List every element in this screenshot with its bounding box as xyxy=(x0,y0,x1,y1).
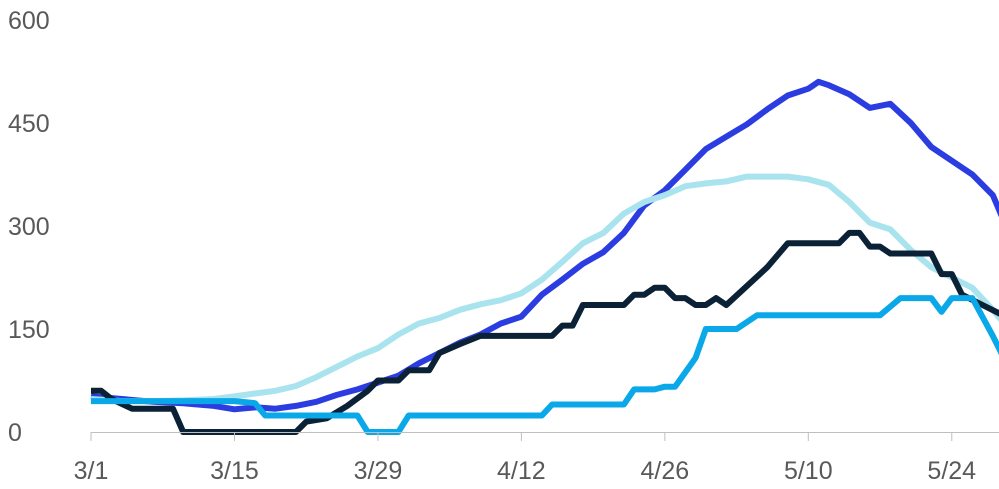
x-tick-label: 4/12 xyxy=(497,457,546,485)
y-tick-labels: 0 150 300 450 600 xyxy=(8,7,50,447)
y-tick-label: 0 xyxy=(8,419,22,447)
x-tick-label: 3/29 xyxy=(354,457,403,485)
x-tick-label: 4/26 xyxy=(641,457,690,485)
series-line-3 xyxy=(91,229,999,435)
y-tick-label: 450 xyxy=(8,110,50,138)
series-line-2 xyxy=(90,173,999,405)
x-tick-labels: 3/1 3/15 3/29 4/12 4/26 5/10 5/24 xyxy=(74,457,977,485)
series-line-4 xyxy=(91,295,999,435)
x-tick-label: 3/1 xyxy=(74,457,109,485)
y-tick-label: 600 xyxy=(8,7,50,35)
series-lines xyxy=(90,78,999,435)
series-line-1 xyxy=(90,78,999,413)
x-tick-label: 5/10 xyxy=(784,457,833,485)
y-tick-label: 300 xyxy=(8,213,50,241)
x-tick-label: 5/24 xyxy=(927,457,976,485)
x-ticks xyxy=(90,432,953,441)
y-tick-label: 150 xyxy=(8,316,50,344)
x-tick-label: 3/15 xyxy=(210,457,259,485)
